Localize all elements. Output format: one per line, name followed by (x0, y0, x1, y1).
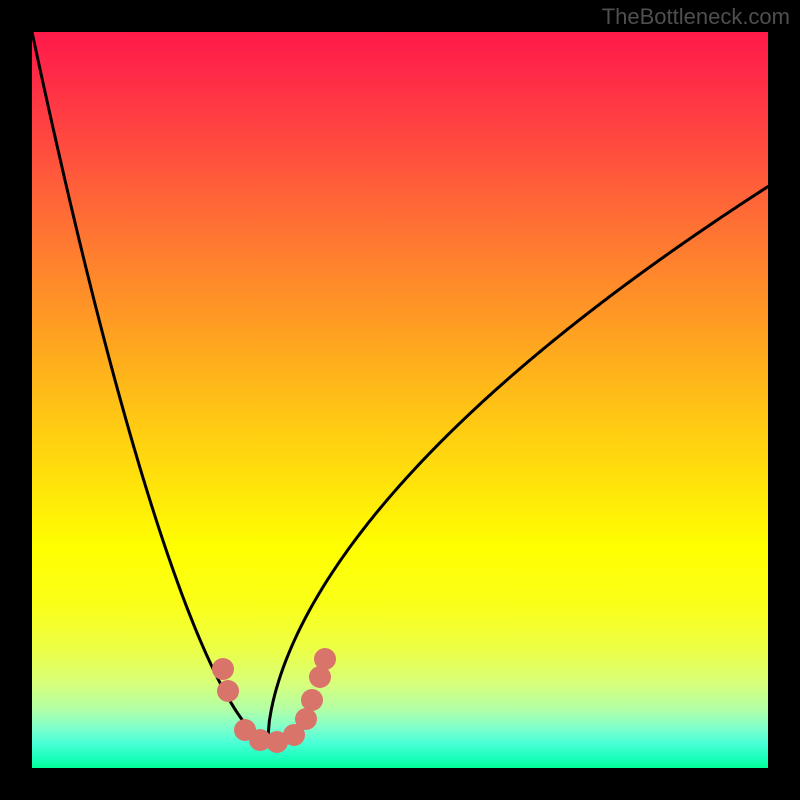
watermark-text: TheBottleneck.com (602, 4, 790, 30)
curve-marker (301, 689, 323, 711)
curve-marker (212, 658, 234, 680)
outer-frame: TheBottleneck.com (0, 0, 800, 800)
curve-path (32, 32, 768, 742)
curve-marker (295, 708, 317, 730)
bottleneck-curve (32, 32, 768, 768)
curve-marker (314, 648, 336, 670)
curve-marker (217, 680, 239, 702)
plot-area (32, 32, 768, 768)
